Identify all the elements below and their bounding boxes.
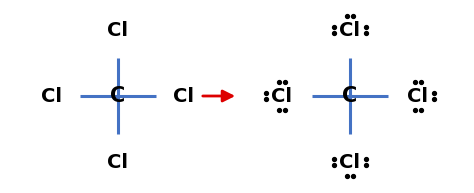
Text: Cl: Cl — [108, 152, 128, 172]
Text: Cl: Cl — [339, 152, 361, 172]
Text: Cl: Cl — [108, 20, 128, 40]
Text: Cl: Cl — [272, 86, 292, 106]
Text: Cl: Cl — [408, 86, 428, 106]
Text: Cl: Cl — [339, 20, 361, 40]
Text: C: C — [342, 86, 357, 106]
Text: Cl: Cl — [173, 86, 194, 106]
Text: C: C — [110, 86, 126, 106]
Text: Cl: Cl — [42, 86, 63, 106]
